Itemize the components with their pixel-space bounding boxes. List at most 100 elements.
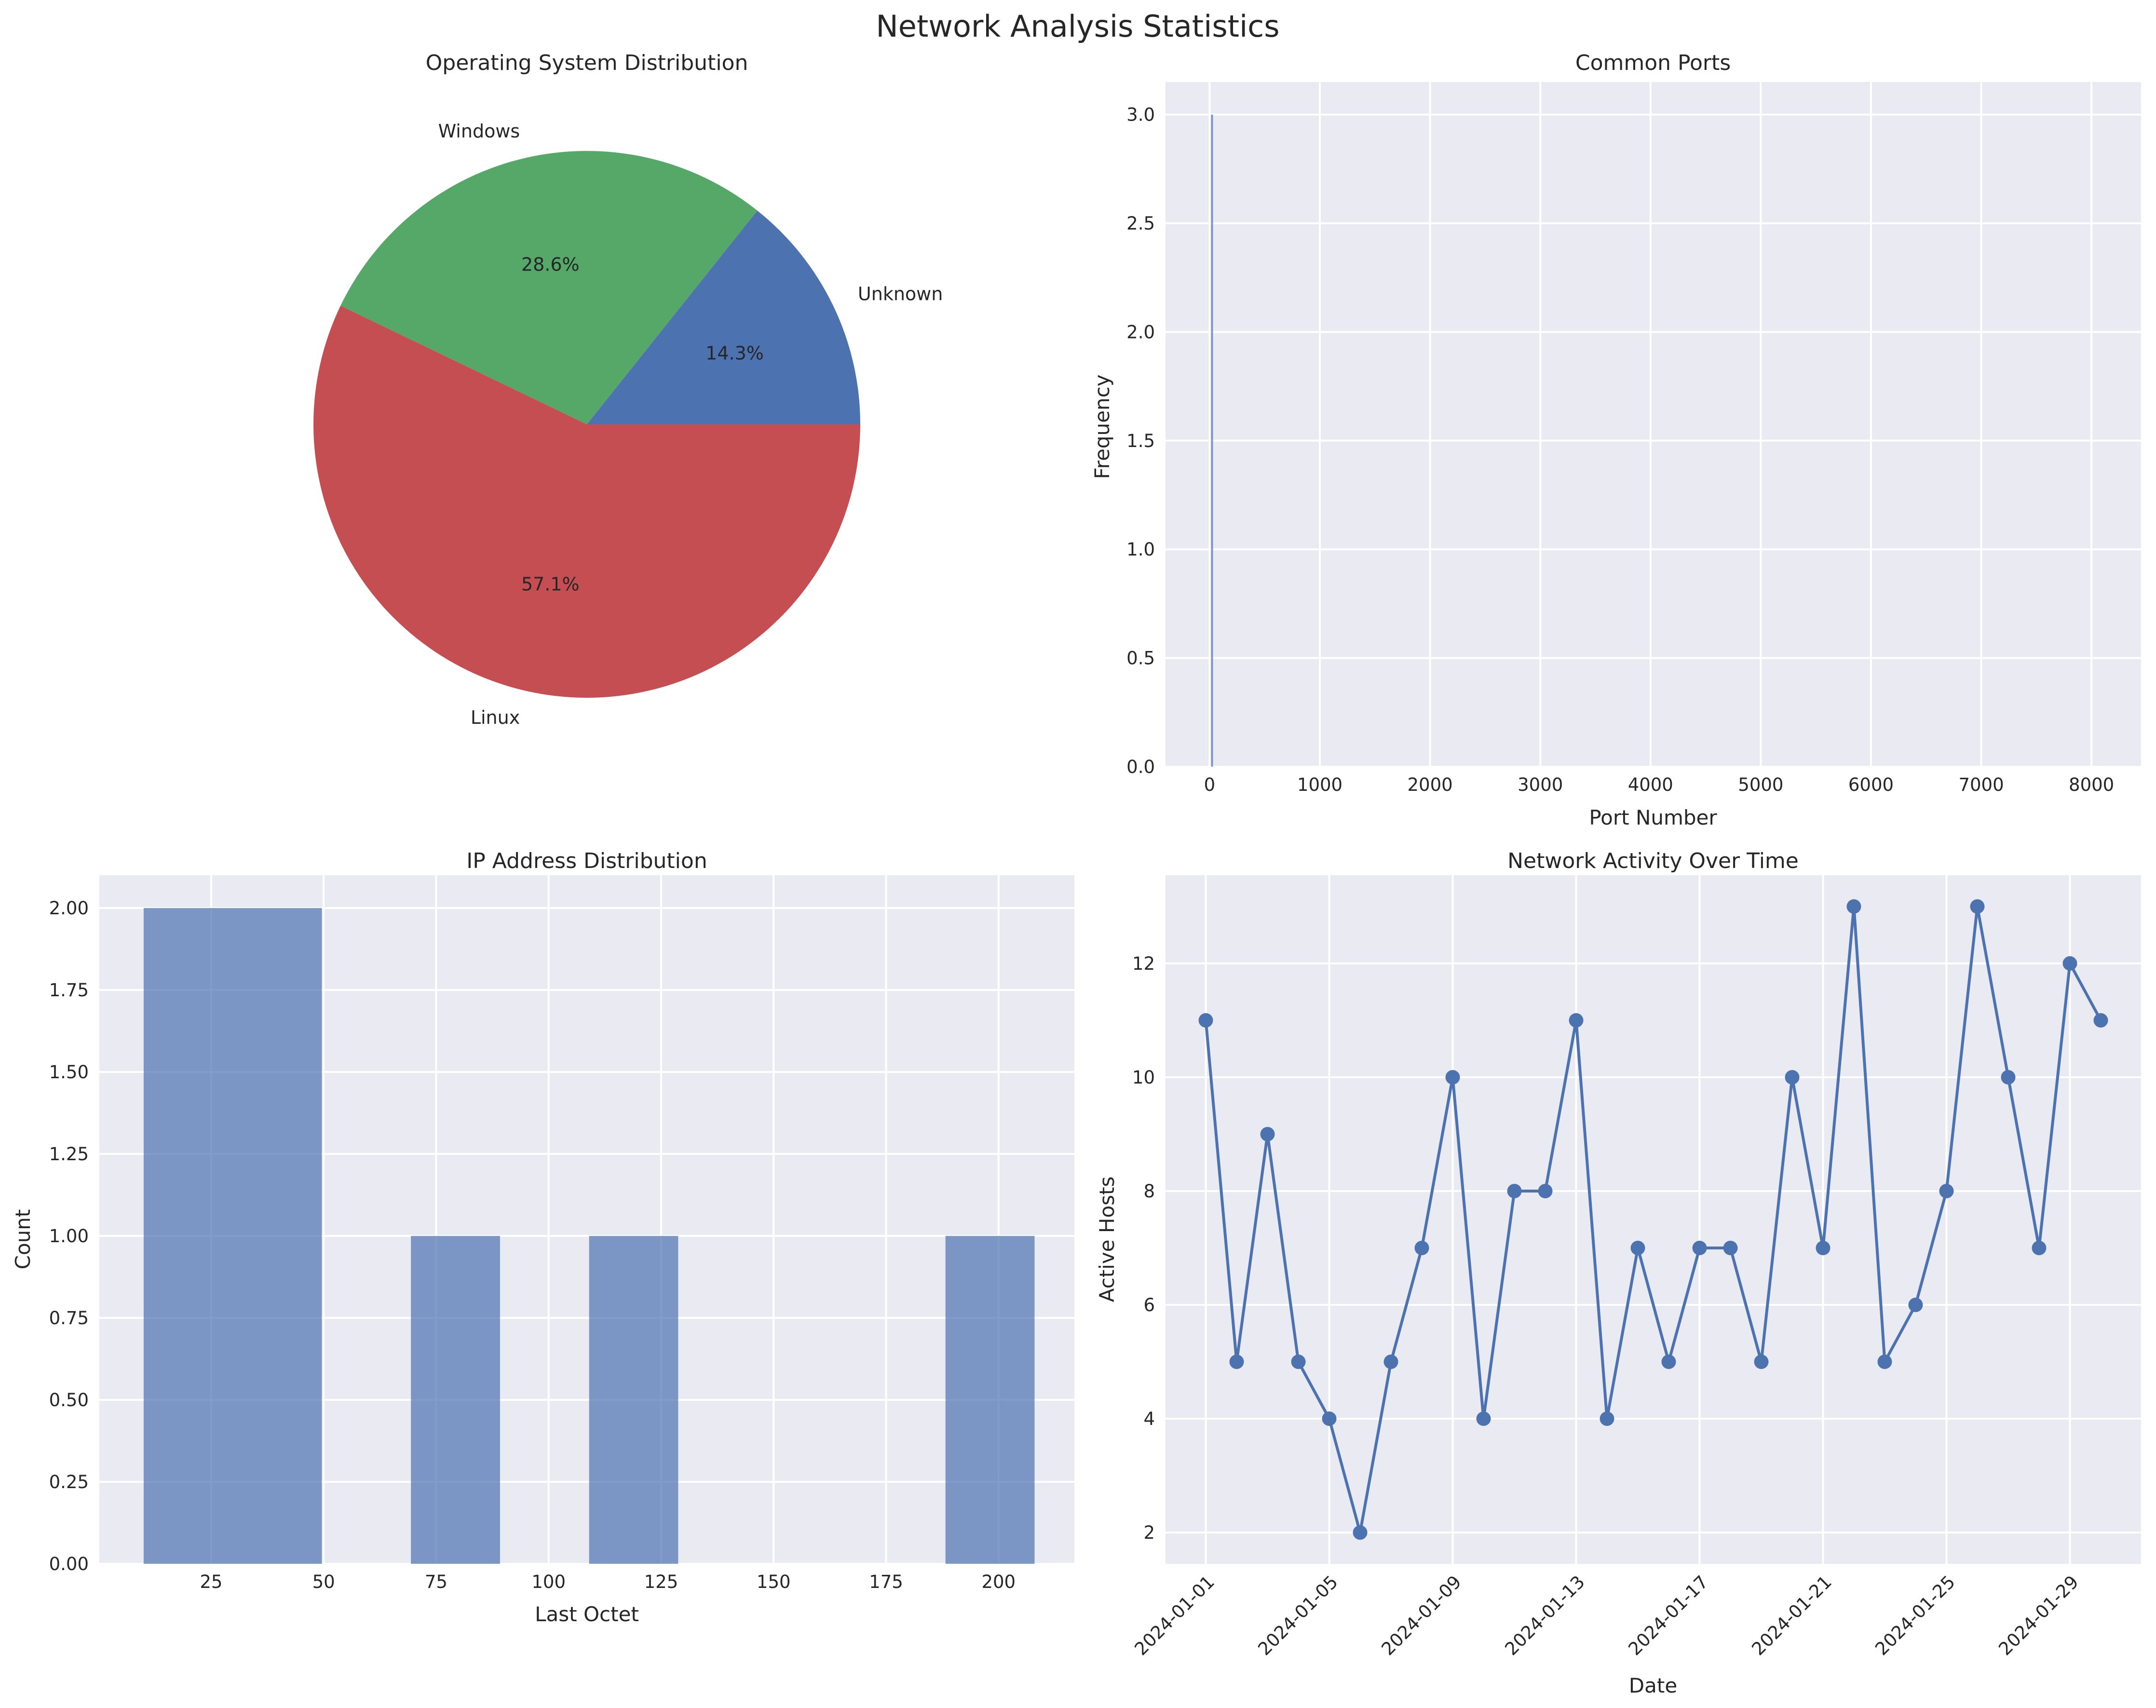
ip-y-tick: 2.00 xyxy=(49,898,89,919)
ports-y-tick: 0.0 xyxy=(1126,757,1155,777)
ip-bar xyxy=(945,1236,1035,1564)
ports-tick-labels: 0 1000 2000 3000 4000 5000 6000 7000 8000 0.0 0.5 1… xyxy=(1126,105,2114,795)
activity-point xyxy=(1383,1355,1398,1369)
pie-percent-windows: 28.6% xyxy=(521,254,580,275)
pie-percent-linux: 57.1% xyxy=(521,574,580,595)
activity-plot-area xyxy=(1166,875,2141,1564)
ports-chart-title: Common Ports xyxy=(1575,51,1731,75)
activity-point xyxy=(1723,1241,1738,1256)
activity-point xyxy=(1661,1355,1676,1369)
activity-y-tick: 12 xyxy=(1132,953,1155,974)
ip-x-tick: 50 xyxy=(312,1572,335,1592)
pie-slice-unknown xyxy=(587,210,860,424)
ports-y-axis-label: Frequency xyxy=(1090,375,1114,479)
common-ports-bar-chart: Common Ports 0 1000 2000 3000 4000 5000 6000 70… xyxy=(1090,51,2141,829)
activity-series xyxy=(1198,899,2108,1540)
ip-chart-title: IP Address Distribution xyxy=(466,849,707,873)
ip-y-tick: 1.50 xyxy=(49,1062,89,1083)
activity-point xyxy=(1507,1183,1522,1198)
activity-point xyxy=(1414,1241,1429,1256)
activity-point xyxy=(1939,1183,1954,1198)
ports-x-tick: 1000 xyxy=(1297,774,1342,795)
activity-point xyxy=(1229,1355,1244,1369)
activity-point xyxy=(1198,1013,1213,1028)
ip-x-tick: 200 xyxy=(981,1572,1016,1592)
activity-point xyxy=(1569,1013,1584,1028)
activity-point xyxy=(1785,1070,1800,1084)
activity-point xyxy=(1754,1355,1769,1369)
ports-x-tick: 4000 xyxy=(1628,774,1673,795)
ip-x-tick: 175 xyxy=(869,1572,903,1592)
activity-point xyxy=(1445,1070,1460,1084)
figure-title: Network Analysis Statistics xyxy=(876,9,1279,44)
ports-bars xyxy=(1211,114,1213,767)
activity-point xyxy=(2032,1241,2047,1256)
ports-gridlines xyxy=(1166,82,2141,768)
ports-x-tick: 3000 xyxy=(1518,774,1563,795)
activity-y-tick: 4 xyxy=(1143,1409,1155,1429)
ip-x-tick: 100 xyxy=(531,1572,566,1592)
pie-slice-windows xyxy=(340,151,758,424)
ports-y-tick: 0.5 xyxy=(1126,648,1155,669)
ports-x-tick: 0 xyxy=(1204,774,1216,795)
ip-y-tick: 1.00 xyxy=(49,1226,89,1247)
ip-y-tick: 0.25 xyxy=(49,1472,89,1492)
ports-y-tick: 3.0 xyxy=(1126,105,1155,125)
activity-point xyxy=(1970,899,1985,914)
ports-x-tick: 7000 xyxy=(1958,774,2004,795)
ip-y-tick: 0.75 xyxy=(49,1308,89,1328)
activity-point xyxy=(1260,1126,1275,1141)
ip-x-tick: 150 xyxy=(757,1572,791,1592)
activity-point xyxy=(1877,1355,1892,1369)
pie-slices: Unknown 14.3% Windows 28.6% Linux 57.1% xyxy=(313,121,943,728)
activity-chart-title: Network Activity Over Time xyxy=(1507,849,1799,873)
ip-y-axis-label: Count xyxy=(11,1209,35,1270)
activity-line xyxy=(1204,905,2102,1534)
activity-point xyxy=(1816,1241,1831,1256)
activity-point xyxy=(1630,1241,1645,1256)
activity-point xyxy=(1846,899,1861,914)
ip-bar xyxy=(589,1236,678,1564)
ports-plot-area xyxy=(1166,82,2141,767)
ip-distribution-histogram: IP Address Distribution 25 50 75 100 125 150 1… xyxy=(11,849,1074,1626)
activity-point xyxy=(2062,956,2077,971)
ip-x-tick: 25 xyxy=(200,1572,222,1592)
activity-point xyxy=(2001,1070,2016,1084)
ip-bars xyxy=(143,908,1035,1564)
ip-tick-labels: 25 50 75 100 125 150 175 200 0.00 0.25 0.50 0.75 1.0… xyxy=(49,898,1016,1592)
pie-slice-linux xyxy=(313,305,860,698)
ip-y-tick: 1.75 xyxy=(49,980,89,1001)
pie-label-windows: Windows xyxy=(438,121,520,142)
activity-x-axis-label: Date xyxy=(1629,1674,1677,1697)
activity-y-tick: 6 xyxy=(1143,1295,1155,1315)
pie-label-unknown: Unknown xyxy=(858,283,943,304)
ports-bar xyxy=(1211,114,1213,767)
ports-y-tick: 2.0 xyxy=(1126,322,1155,342)
ports-y-tick: 1.0 xyxy=(1126,539,1155,560)
activity-y-tick: 8 xyxy=(1143,1181,1155,1202)
activity-point xyxy=(1538,1183,1553,1198)
activity-y-tick: 2 xyxy=(1143,1522,1155,1543)
activity-y-tick: 10 xyxy=(1132,1067,1155,1088)
activity-point xyxy=(1353,1525,1368,1540)
activity-point xyxy=(1908,1298,1923,1313)
ip-y-tick: 1.25 xyxy=(49,1144,89,1165)
ports-x-tick: 2000 xyxy=(1408,774,1453,795)
activity-y-axis-label: Active Hosts xyxy=(1095,1177,1119,1302)
ports-x-tick: 5000 xyxy=(1738,774,1783,795)
ip-y-tick: 0.50 xyxy=(49,1390,89,1410)
ip-x-axis-label: Last Octet xyxy=(535,1602,639,1626)
ip-y-tick: 0.00 xyxy=(49,1554,89,1574)
activity-point xyxy=(1322,1411,1337,1426)
activity-point xyxy=(2093,1013,2108,1028)
pie-label-linux: Linux xyxy=(471,707,520,728)
ip-x-tick: 125 xyxy=(644,1572,678,1592)
ports-y-tick: 2.5 xyxy=(1126,213,1155,234)
pie-chart-title: Operating System Distribution xyxy=(426,51,748,75)
ip-bar xyxy=(143,908,322,1564)
ip-x-tick: 75 xyxy=(425,1572,447,1592)
activity-point xyxy=(1291,1355,1306,1369)
os-distribution-pie-chart: Operating System Distribution Unknown 14.… xyxy=(313,51,943,728)
pie-percent-unknown: 14.3% xyxy=(705,342,764,364)
ports-x-tick: 6000 xyxy=(1848,774,1894,795)
